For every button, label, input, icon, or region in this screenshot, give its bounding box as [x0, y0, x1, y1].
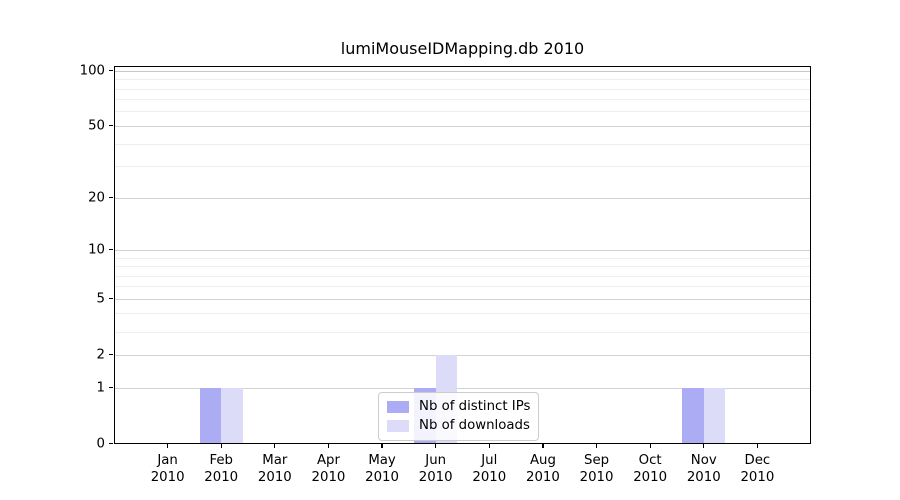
x-axis-label-month: Oct	[638, 452, 662, 468]
x-axis-tick	[327, 443, 330, 448]
x-axis-label-month: Sep	[584, 452, 610, 468]
x-axis-tick	[756, 443, 758, 448]
x-axis-label-month: Aug	[529, 452, 556, 468]
x-axis-tick	[703, 443, 705, 448]
x-axis-label: Aug 2010	[503, 452, 583, 487]
x-axis-label: Feb 2010	[181, 452, 261, 487]
gridline-minor	[114, 143, 811, 145]
x-axis-label-month: Jul	[481, 452, 498, 468]
gridline-minor	[114, 166, 811, 168]
x-axis-label-month: Nov	[690, 452, 717, 468]
x-axis-label-year: 2010	[150, 469, 185, 485]
x-axis-label-month: Jan	[157, 452, 178, 468]
x-axis-label-year: 2010	[418, 469, 453, 485]
y-axis-tick	[108, 70, 113, 72]
legend-swatch	[387, 400, 409, 414]
gridline-major	[114, 298, 811, 300]
x-axis-label-month: Feb	[209, 452, 233, 468]
x-axis-label-year: 2010	[633, 469, 668, 485]
x-axis-tick	[435, 443, 437, 448]
gridline-minor	[114, 111, 811, 113]
x-axis-label: Dec 2010	[717, 452, 797, 487]
gridline-major	[114, 387, 811, 389]
y-axis-label: 5	[96, 291, 105, 307]
gridline-minor	[114, 313, 811, 315]
gridline-minor	[114, 286, 811, 288]
x-axis-label-year: 2010	[257, 469, 292, 485]
y-axis-label: 0	[96, 436, 105, 451]
gridline-major	[114, 354, 811, 356]
y-axis-label: 20	[88, 190, 105, 206]
y-axis-label: 100	[79, 63, 105, 79]
x-axis-label: Oct 2010	[610, 452, 690, 487]
x-axis-label-year: 2010	[740, 469, 775, 485]
x-axis-label-year: 2010	[204, 469, 239, 485]
gridline-major	[114, 249, 811, 251]
x-axis-label-year: 2010	[686, 469, 721, 485]
y-axis-tick	[108, 125, 113, 127]
bar-nb-of-downloads-feb	[221, 387, 243, 444]
gridline-minor	[114, 266, 811, 267]
plot-area: 0 1 2 5 10 20 50 100 Jan 2010 Feb 2010 Mar 2010 Apr 201…	[80, 63, 811, 485]
x-axis-label-year: 2010	[526, 469, 560, 485]
x-axis-label-month: Mar	[262, 452, 288, 468]
x-axis-tick	[649, 443, 651, 448]
y-axis-tick	[108, 354, 113, 356]
bar-nb-of-downloads-nov	[703, 387, 726, 444]
x-axis-label: Jan 2010	[128, 452, 208, 487]
gridline-major	[114, 70, 811, 72]
x-axis-label-month: Apr	[316, 452, 340, 468]
y-axis-tick	[108, 249, 113, 251]
x-axis-label-month: Dec	[744, 452, 771, 468]
x-axis-label-year: 2010	[365, 469, 399, 485]
legend-label: Nb of distinct IPs	[419, 399, 531, 414]
legend-label: Nb of downloads	[419, 417, 530, 433]
x-axis-tick	[381, 443, 383, 448]
x-axis-label: Jun 2010	[396, 452, 476, 487]
y-axis-label: 10	[88, 242, 105, 258]
x-axis-label: Jul 2010	[449, 452, 529, 487]
x-axis-tick	[542, 443, 544, 448]
x-axis-tick	[595, 443, 598, 448]
chart-title: lumiMouseIDMapping.db 2010	[340, 39, 585, 58]
gridline-minor	[114, 257, 811, 259]
x-axis-label: May 2010	[342, 452, 422, 487]
legend-entry-0: Nb of distinct IPs	[387, 400, 530, 414]
x-axis-tick	[220, 443, 222, 448]
legend: Nb of distinct IPs Nb of downloads	[378, 392, 540, 441]
gridline-minor	[114, 79, 811, 81]
y-axis-tick	[108, 442, 113, 445]
gridline-major	[114, 197, 811, 199]
x-axis-label-year: 2010	[472, 469, 507, 485]
x-axis-label: Nov 2010	[664, 452, 744, 487]
legend-swatch	[387, 419, 409, 433]
x-axis-tick	[274, 443, 276, 448]
x-axis-label-month: May	[368, 452, 396, 468]
bar-nb-of-distinct-ips-feb	[199, 387, 222, 444]
bar-nb-of-distinct-ips-nov	[682, 387, 704, 444]
x-axis-label-year: 2010	[579, 469, 614, 485]
x-axis-tick	[488, 443, 490, 448]
gridline-minor	[114, 275, 811, 277]
y-axis-tick	[108, 298, 113, 300]
y-axis-tick	[108, 196, 113, 199]
x-axis-label: Mar 2010	[235, 452, 315, 487]
gridline-major	[114, 125, 811, 127]
y-axis-label: 2	[96, 347, 105, 363]
gridline-minor	[114, 331, 811, 333]
x-axis-label-year: 2010	[311, 469, 346, 485]
gridline-minor	[114, 99, 811, 101]
x-axis-label: Sep 2010	[557, 452, 637, 487]
y-axis-label: 1	[96, 380, 105, 395]
gridline-minor	[114, 88, 811, 90]
y-axis-label: 50	[88, 118, 105, 134]
x-axis-tick	[167, 443, 169, 448]
y-axis-tick	[108, 386, 113, 389]
x-axis-label: Apr 2010	[288, 452, 368, 487]
x-axis-label-month: Jun	[425, 452, 447, 468]
legend-entry-1: Nb of downloads	[387, 417, 530, 433]
